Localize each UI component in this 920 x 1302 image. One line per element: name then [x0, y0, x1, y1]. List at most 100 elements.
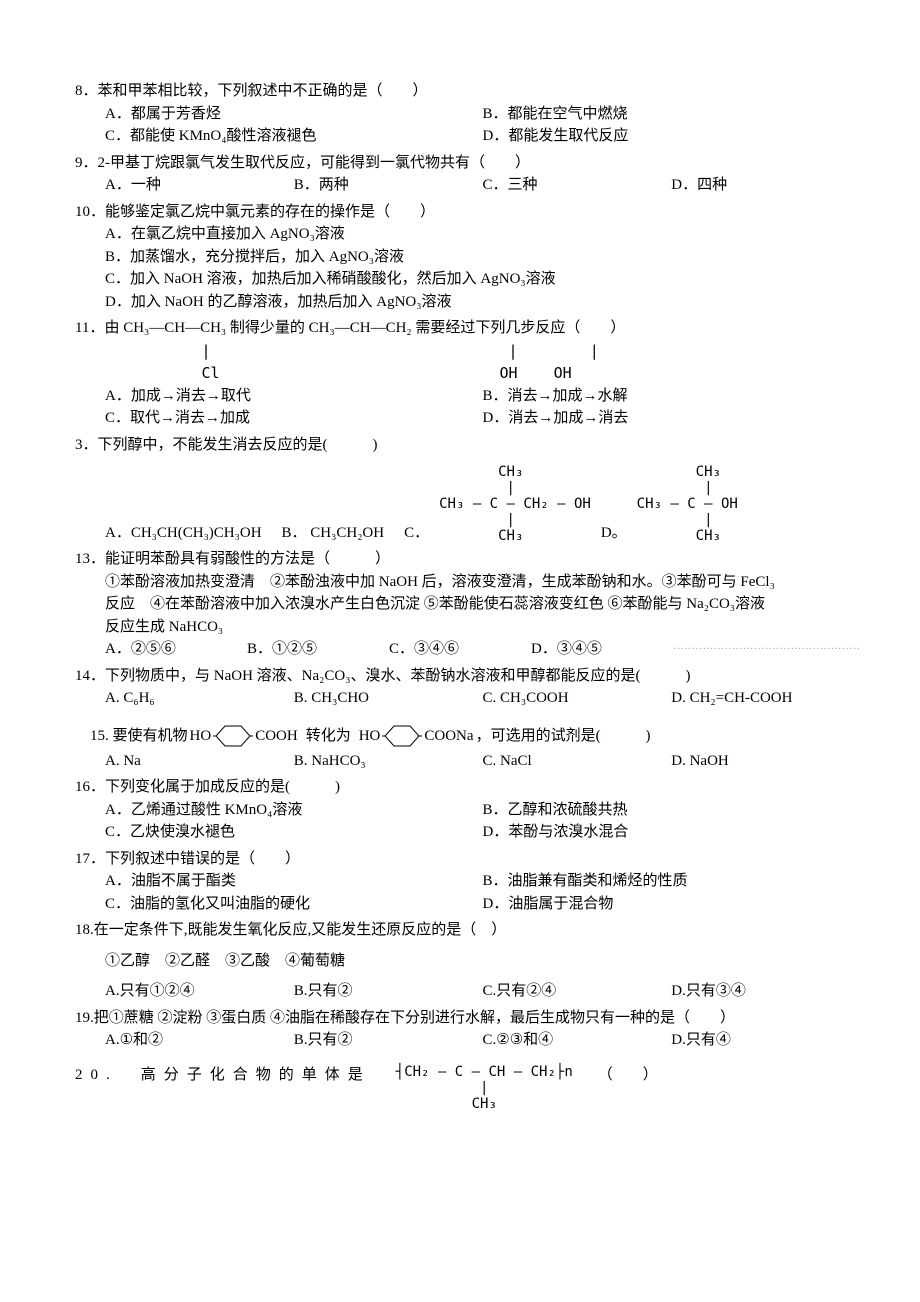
- q17-opt-a: A．油脂不属于酯类: [105, 870, 483, 893]
- q15-opt-d: D. NaOH: [671, 750, 860, 773]
- question-14: 14．下列物质中，与 NaOH 溶液、Na₂CO₃、溴水、苯酚钠水溶液和甲醇都能…: [75, 665, 860, 710]
- question-9: 9．2-甲基丁烷跟氯气发生取代反应，可能得到一氯代物共有（ ） A．一种 B．两…: [75, 152, 860, 197]
- q17-options: A．油脂不属于酯类 B．油脂兼有酯类和烯烃的性质 C．油脂的氢化又叫油脂的硬化 …: [75, 870, 860, 915]
- q15-stem-mid: 转化为: [306, 725, 351, 748]
- q18-opt-c: C.只有②④: [483, 980, 672, 1003]
- q8-stem: 8．苯和甲苯相比较，下列叙述中不正确的是（ ）: [75, 80, 860, 103]
- q12-opt-b: B． CH₃CH₂OH: [282, 522, 385, 545]
- q18-stem: 18.在一定条件下,既能发生氧化反应,又能发生还原反应的是（ ）: [75, 919, 860, 942]
- question-17: 17．下列叙述中错误的是（ ） A．油脂不属于酯类 B．油脂兼有酯类和烯烃的性质…: [75, 848, 860, 916]
- q13-opt-c: C．③④⑥: [389, 638, 531, 661]
- q16-options: A．乙烯通过酸性 KMnO₄溶液 B．乙醇和浓硫酸共热 C．乙炔使溴水褪色 D．…: [75, 799, 860, 844]
- benzene-ring-icon: [213, 722, 253, 750]
- q19-options: A.①和② B.只有② C.②③和④ D.只有④: [75, 1029, 860, 1052]
- q9-opt-b: B．两种: [294, 174, 483, 197]
- q18-opt-a: A.只有①②④: [105, 980, 294, 1003]
- q11-opt-c: C．取代→消去→加成: [105, 407, 483, 430]
- q9-stem: 9．2-甲基丁烷跟氯气发生取代反应，可能得到一氯代物共有（ ）: [75, 152, 860, 175]
- q13-opt-a: A．②⑤⑥: [105, 638, 247, 661]
- benzene-ring-icon: [382, 722, 422, 750]
- q11-struct-line2: | | |: [75, 340, 860, 363]
- q16-opt-b: B．乙醇和浓硫酸共热: [483, 799, 861, 822]
- q15-label-cooh: COOH: [255, 725, 298, 748]
- q13-line1: ①苯酚溶液加热变澄清 ②苯酚浊液中加 NaOH 后，溶液变澄清，生成苯酚钠和水。…: [75, 571, 860, 594]
- q14-opt-a: A. C₆H₆: [105, 687, 294, 710]
- q15-opt-a: A. Na: [105, 750, 294, 773]
- q8-opt-c: C．都能使 KMnO₄酸性溶液褪色: [105, 125, 483, 148]
- q15-label-coona: COONa: [424, 725, 473, 748]
- q16-opt-a: A．乙烯通过酸性 KMnO₄溶液: [105, 799, 483, 822]
- q16-opt-c: C．乙炔使溴水褪色: [105, 821, 483, 844]
- q13-stem: 13．能证明苯酚具有弱酸性的方法是（ ）: [75, 548, 860, 571]
- question-12: 3．下列醇中，不能发生消去反应的是( ) A．CH₃CH(CH₃)CH₃OH B…: [75, 434, 860, 545]
- q17-opt-c: C．油脂的氢化又叫油脂的硬化: [105, 893, 483, 916]
- q16-stem: 16．下列变化属于加成反应的是( ): [75, 776, 860, 799]
- q10-opt-a: A．在氯乙烷中直接加入 AgNO₃溶液: [75, 223, 860, 246]
- q19-opt-d: D.只有④: [671, 1029, 860, 1052]
- q12-struct-c: CH₃ | CH₃ — C — CH₂ — OH | CH₃: [439, 464, 591, 544]
- q11-opt-d: D．消去→加成→消去: [483, 407, 861, 430]
- q12-stem: 3．下列醇中，不能发生消去反应的是( ): [75, 434, 860, 457]
- q9-options: A．一种 B．两种 C．三种 D．四种: [75, 174, 860, 197]
- q15-stem-pre: 15. 要使有机物: [90, 725, 188, 748]
- q17-opt-d: D．油脂属于混合物: [483, 893, 861, 916]
- q19-stem: 19.把①蔗糖 ②淀粉 ③蛋白质 ④油脂在稀酸存在下分别进行水解，最后生成物只有…: [75, 1007, 860, 1030]
- q10-opt-c: C．加入 NaOH 溶液，加热后加入稀硝酸酸化，然后加入 AgNO₃溶液: [75, 268, 860, 291]
- q15-opt-b: B. NaHCO₃: [294, 750, 483, 773]
- question-10: 10．能够鉴定氯乙烷中氯元素的存在的操作是（ ） A．在氯乙烷中直接加入 AgN…: [75, 201, 860, 314]
- question-15: 15. 要使有机物 HO COOH 转化为 HO COONa ，可选用的试剂是(…: [75, 722, 860, 773]
- q15-options: A. Na B. NaHCO₃ C. NaCl D. NaOH: [75, 750, 860, 773]
- q11-struct-line3: Cl OH OH: [75, 362, 860, 385]
- q19-opt-a: A.①和②: [105, 1029, 294, 1052]
- question-20: 20. 高分子化合物的单体是 ┤CH₂ — C — CH — CH₂├n | C…: [75, 1064, 860, 1112]
- q10-stem: 10．能够鉴定氯乙烷中氯元素的存在的操作是（ ）: [75, 201, 860, 224]
- question-18: 18.在一定条件下,既能发生氧化反应,又能发生还原反应的是（ ） ①乙醇 ②乙醛…: [75, 919, 860, 1003]
- q9-opt-c: C．三种: [483, 174, 672, 197]
- q18-options: A.只有①②④ B.只有② C.只有②④ D.只有③④: [75, 980, 860, 1003]
- q10-opt-d: D．加入 NaOH 的乙醇溶液，加热后加入 AgNO₃溶液: [75, 291, 860, 314]
- q13-opt-d: D．③④⑤: [531, 638, 673, 661]
- q13-line3: 反应生成 NaHCO₃: [75, 616, 860, 639]
- q12-opt-d-label: D。: [601, 522, 627, 545]
- q14-opt-b: B. CH₃CHO: [294, 687, 483, 710]
- q15-stem-post: ，可选用的试剂是( ): [476, 725, 651, 748]
- q16-opt-d: D．苯酚与浓溴水混合: [483, 821, 861, 844]
- q8-opt-a: A．都属于芳香烃: [105, 103, 483, 126]
- question-16: 16．下列变化属于加成反应的是( ) A．乙烯通过酸性 KMnO₄溶液 B．乙醇…: [75, 776, 860, 844]
- question-19: 19.把①蔗糖 ②淀粉 ③蛋白质 ④油脂在稀酸存在下分别进行水解，最后生成物只有…: [75, 1007, 860, 1052]
- q15-opt-c: C. NaCl: [483, 750, 672, 773]
- q12-opt-c-label: C．: [404, 522, 429, 545]
- q8-opt-b: B．都能在空气中燃烧: [483, 103, 861, 126]
- q20-polymer-struct: ┤CH₂ — C — CH — CH₂├n | CH₃: [396, 1064, 573, 1112]
- q8-opt-d: D．都能发生取代反应: [483, 125, 861, 148]
- q11-options: A．加成→消去→取代 B．消去→加成→水解 C．取代→消去→加成 D．消去→加成…: [75, 385, 860, 430]
- q19-opt-b: B.只有②: [294, 1029, 483, 1052]
- q9-opt-a: A．一种: [105, 174, 294, 197]
- question-11: 11．由 CH₃—CH—CH₃ 制得少量的 CH₃—CH—CH₂ 需要经过下列几…: [75, 317, 860, 430]
- q18-opt-b: B.只有②: [294, 980, 483, 1003]
- q18-opt-d: D.只有③④: [671, 980, 860, 1003]
- q20-stem: 20. 高分子化合物的单体是: [75, 1064, 371, 1087]
- q13-options: A．②⑤⑥ B．①②⑤ C．③④⑥ D．③④⑤: [75, 638, 673, 661]
- q14-opt-d: D. CH₂=CH-COOH: [671, 687, 860, 710]
- dotted-filler: ……………………………………………: [673, 638, 860, 661]
- q11-stem: 11．由 CH₃—CH—CH₃ 制得少量的 CH₃—CH—CH₂ 需要经过下列几…: [75, 317, 860, 340]
- q17-stem: 17．下列叙述中错误的是（ ）: [75, 848, 860, 871]
- q13-opt-b: B．①②⑤: [247, 638, 389, 661]
- q11-opt-b: B．消去→加成→水解: [483, 385, 861, 408]
- q20-paren: （ ）: [598, 1064, 658, 1087]
- q9-opt-d: D．四种: [671, 174, 860, 197]
- q12-opt-a: A．CH₃CH(CH₃)CH₃OH: [105, 522, 262, 545]
- q15-label-ho-left: HO: [190, 725, 212, 748]
- q12-struct-d: CH₃ | CH₃ — C — OH | CH₃: [637, 464, 738, 544]
- q17-opt-b: B．油脂兼有酯类和烯烃的性质: [483, 870, 861, 893]
- q19-opt-c: C.②③和④: [483, 1029, 672, 1052]
- question-8: 8．苯和甲苯相比较，下列叙述中不正确的是（ ） A．都属于芳香烃 B．都能在空气…: [75, 80, 860, 148]
- q14-opt-c: C. CH₃COOH: [483, 687, 672, 710]
- q10-opt-b: B．加蒸馏水，充分搅拌后，加入 AgNO₃溶液: [75, 246, 860, 269]
- q18-items: ①乙醇 ②乙醛 ③乙酸 ④葡萄糖: [75, 950, 860, 973]
- q8-options: A．都属于芳香烃 B．都能在空气中燃烧 C．都能使 KMnO₄酸性溶液褪色 D．…: [75, 103, 860, 148]
- q14-options: A. C₆H₆ B. CH₃CHO C. CH₃COOH D. CH₂=CH-C…: [75, 687, 860, 710]
- q12-options-row: A．CH₃CH(CH₃)CH₃OH B． CH₃CH₂OH C． CH₃ | C…: [75, 464, 860, 544]
- q11-opt-a: A．加成→消去→取代: [105, 385, 483, 408]
